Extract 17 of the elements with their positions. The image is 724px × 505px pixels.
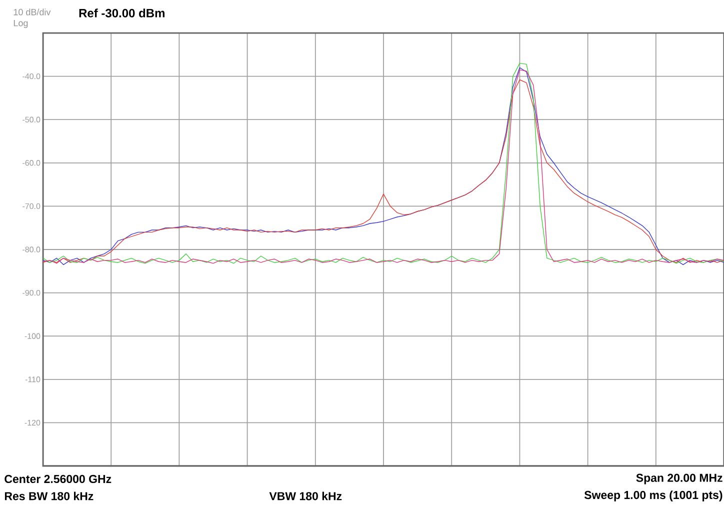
y-tick-label: -90.0: [22, 290, 40, 296]
chart-title: Ref -30.00 dBm: [79, 8, 164, 18]
text: 10 dB/div: [14, 8, 51, 16]
text: Center 2.56000 GHz: [4, 474, 112, 484]
text: Span 20.00 MHz: [636, 474, 722, 484]
text: Res BW 180 kHz: [4, 492, 94, 500]
text: Log: [14, 20, 28, 28]
text: Sweep 1.00 ms (1001 pts): [584, 490, 722, 502]
y-tick-label: -110: [25, 376, 40, 382]
y-tick-label: -70.0: [22, 203, 40, 210]
y-tick-label: -120: [24, 420, 40, 426]
text: VBW 180 kHz: [269, 492, 342, 500]
y-tick-label: -40.0: [22, 73, 40, 80]
y-tick-label: -80.0: [22, 246, 40, 252]
y-tick-label: -60.0: [22, 160, 40, 166]
y-tick-label: -50.0: [22, 116, 40, 122]
y-tick-label: -100: [24, 333, 40, 339]
